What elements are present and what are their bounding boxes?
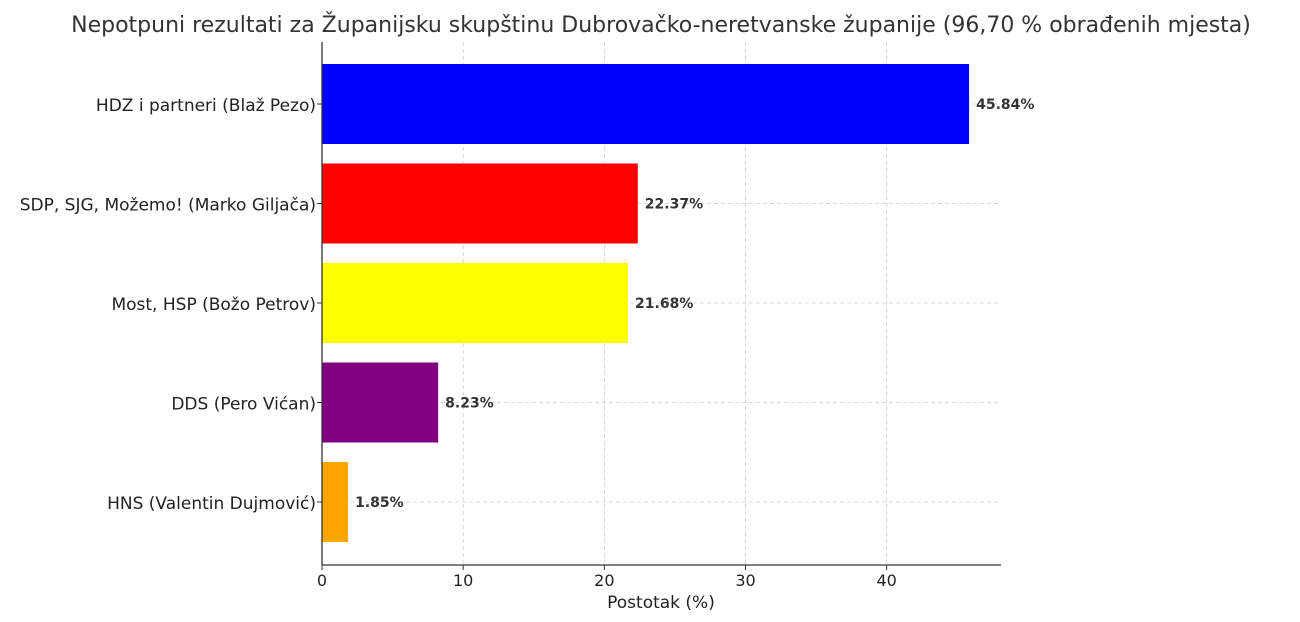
y-tick-label: HNS (Valentin Dujmović)	[107, 494, 316, 514]
chart-title: Nepotpuni rezultati za Županijsku skupšt…	[71, 12, 1251, 38]
data-label: 8.23%	[445, 396, 494, 412]
data-label: 22.37%	[645, 197, 703, 213]
data-label: 1.85%	[355, 495, 404, 511]
y-tick-label: Most, HSP (Božo Petrov)	[111, 295, 316, 315]
y-tick-label: HDZ i partneri (Blaž Pezo)	[96, 96, 316, 116]
bar	[322, 362, 439, 443]
x-tick-label: 30	[735, 571, 755, 590]
bar	[322, 462, 349, 542]
x-tick-label: 40	[876, 571, 896, 590]
data-label: 45.84%	[976, 97, 1034, 113]
y-tick-label: SDP, SJG, Možemo! (Marko Giljača)	[20, 196, 316, 216]
x-tick-label: 20	[594, 571, 614, 590]
data-label: 21.68%	[635, 296, 693, 312]
bar	[322, 163, 638, 244]
bar	[322, 263, 629, 343]
x-axis-label: Postotak (%)	[607, 593, 715, 613]
bar	[322, 64, 970, 144]
x-tick-label: 10	[453, 571, 473, 590]
x-tick-label: 0	[317, 571, 327, 590]
y-tick-label: DDS (Pero Vićan)	[171, 395, 316, 415]
